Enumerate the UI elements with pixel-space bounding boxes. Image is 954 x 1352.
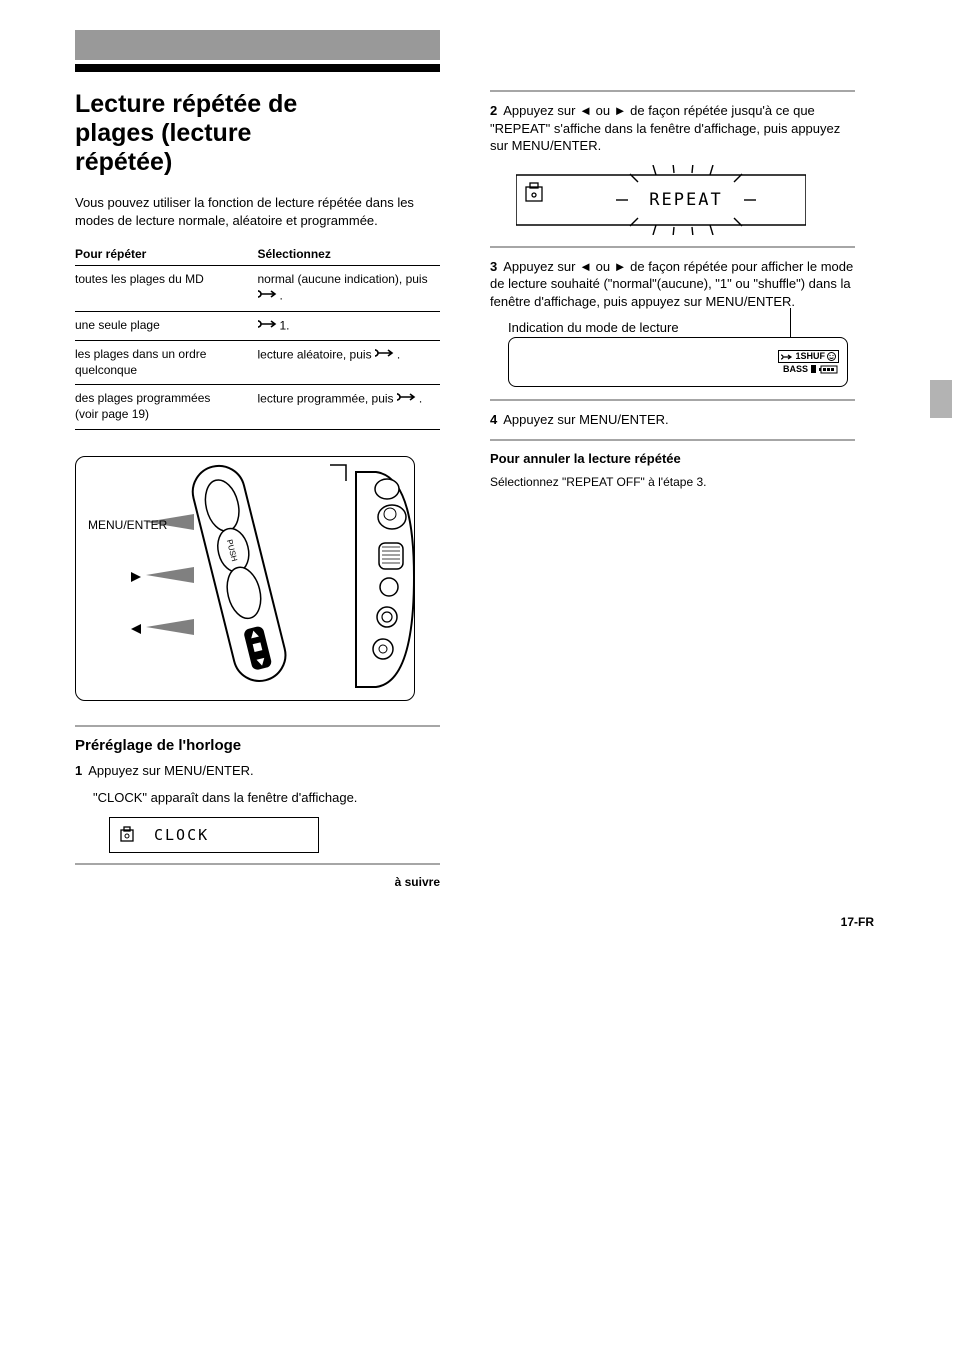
cell-text: . xyxy=(419,392,422,406)
section-divider xyxy=(490,246,855,248)
section-divider xyxy=(490,399,855,401)
right-column: 2Appuyez sur ◄ ou ► de façon répétée jus… xyxy=(490,90,855,889)
step-text: Appuyez sur MENU/ENTER. xyxy=(88,763,253,778)
table-cell: toutes les plages du MD xyxy=(75,266,258,311)
lcd-clock-display: CLOCK xyxy=(109,817,319,853)
step-number: 3 xyxy=(490,259,497,274)
left-triangle-icon: ◄ xyxy=(579,258,592,276)
step-text: Appuyez sur xyxy=(503,103,579,118)
step-number: 4 xyxy=(490,412,497,427)
step-text: ou xyxy=(592,259,614,274)
smiley-icon xyxy=(827,352,836,361)
table-cell: une seule plage xyxy=(75,311,258,341)
cancel-title: Pour annuler la lecture répétée xyxy=(490,451,855,466)
left-triangle-icon: ◄ xyxy=(579,102,592,120)
table-head-right: Sélectionnez xyxy=(258,243,441,266)
cell-text: lecture programmée, puis xyxy=(258,392,397,406)
title-line-3: répétée) xyxy=(75,148,172,176)
step-2: 2Appuyez sur ◄ ou ► de façon répétée jus… xyxy=(490,102,855,155)
cell-text: . xyxy=(280,288,283,302)
table-row: toutes les plages du MD normal (aucune i… xyxy=(75,266,440,311)
table-head-left: Pour répéter xyxy=(75,243,258,266)
table-cell: lecture aléatoire, puis . xyxy=(258,341,441,385)
cell-text: . xyxy=(397,348,400,362)
table-cell: les plages dans un ordre quelconque xyxy=(75,341,258,385)
continue-label: à suivre xyxy=(75,875,440,889)
md-icon xyxy=(118,826,136,844)
step-number: 2 xyxy=(490,103,497,118)
lcd-bass-row: BASS xyxy=(783,364,839,374)
loop-icon xyxy=(781,353,793,361)
device-figure: PUSH MENU/ENTER xyxy=(75,456,415,701)
title-line-2: plages (lecture xyxy=(75,119,251,147)
section-divider xyxy=(490,439,855,441)
table-row: une seule plage 1. xyxy=(75,311,440,341)
step-1: 1 Appuyez sur MENU/ENTER. xyxy=(75,762,440,780)
lcd-bass-text: BASS xyxy=(783,364,808,374)
step-3: 3Appuyez sur ◄ ou ► de façon répétée pou… xyxy=(490,258,855,311)
preset-title: Préréglage de l'horloge xyxy=(75,737,440,754)
step-text: Appuyez sur MENU/ENTER. xyxy=(503,412,668,427)
page-number: 17-FR xyxy=(841,915,874,929)
section-divider xyxy=(490,90,855,92)
table-row: des plages programmées (voir page 19) le… xyxy=(75,385,440,429)
loop-icon xyxy=(258,288,280,305)
svg-text:MENU/ENTER: MENU/ENTER xyxy=(88,518,168,532)
right-triangle-icon: ► xyxy=(614,102,627,120)
table-cell: lecture programmée, puis . xyxy=(258,385,441,429)
cell-text: normal (aucune indication), puis xyxy=(258,272,428,286)
intro-paragraph: Vous pouvez utiliser la fonction de lect… xyxy=(75,194,440,229)
bar-icon xyxy=(811,365,816,373)
step-text: ou xyxy=(592,103,614,118)
page-title: Lecture répétée de plages (lecture répét… xyxy=(75,90,440,176)
svg-text:REPEAT: REPEAT xyxy=(649,190,722,210)
step-number: 1 xyxy=(75,763,82,778)
cell-text: des plages programmées xyxy=(75,391,210,405)
cell-text: lecture aléatoire, puis xyxy=(258,348,375,362)
side-tab xyxy=(930,380,952,418)
loop-icon xyxy=(397,391,419,408)
section-divider xyxy=(75,725,440,727)
lcd-badge: 1SHUF xyxy=(778,350,839,363)
right-triangle-icon: ► xyxy=(614,258,627,276)
header-banner xyxy=(75,30,440,60)
cancel-text: Sélectionnez "REPEAT OFF" à l'étape 3. xyxy=(490,474,855,490)
indicator-label: Indication du mode de lecture xyxy=(508,320,855,335)
battery-icon xyxy=(819,365,839,374)
lcd-badge-text: 1SHUF xyxy=(795,351,825,362)
lcd-mode-display: 1SHUF BASS xyxy=(508,337,848,387)
loop-icon xyxy=(258,318,280,335)
left-column: Lecture répétée de plages (lecture répét… xyxy=(75,90,440,889)
loop-icon xyxy=(375,347,397,364)
cell-text: 1. xyxy=(280,318,290,332)
step-text: Appuyez sur xyxy=(503,259,579,274)
table-row: les plages dans un ordre quelconque lect… xyxy=(75,341,440,385)
indicator-line xyxy=(790,308,791,338)
table-cell: des plages programmées (voir page 19) xyxy=(75,385,258,429)
lcd-text: CLOCK xyxy=(154,826,209,844)
header-black-bar xyxy=(75,64,440,72)
step-1-sub: "CLOCK" apparaît dans la fenêtre d'affic… xyxy=(93,789,440,807)
cell-text: (voir page 19) xyxy=(75,407,149,421)
lcd-repeat-display: REPEAT xyxy=(516,165,855,240)
section-divider xyxy=(75,863,440,865)
table-cell: 1. xyxy=(258,311,441,341)
repeat-table: Pour répéter Sélectionnez toutes les pla… xyxy=(75,243,440,429)
table-cell: normal (aucune indication), puis . xyxy=(258,266,441,311)
step-4: 4 Appuyez sur MENU/ENTER. xyxy=(490,411,855,429)
title-line-1: Lecture répétée de xyxy=(75,90,297,118)
